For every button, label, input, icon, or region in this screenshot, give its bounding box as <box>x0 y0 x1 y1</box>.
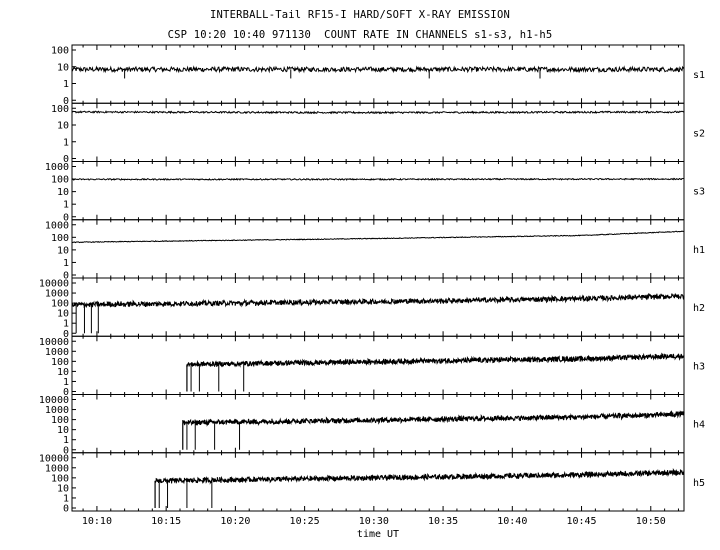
y-tick-label: 1 <box>63 319 69 330</box>
x-tick-label: 10:25 <box>290 516 320 527</box>
panel-frame <box>71 277 685 337</box>
y-tick-label: 1000 <box>45 463 69 474</box>
y-tick-label: 10 <box>57 62 69 73</box>
y-tick-label: 100 <box>51 357 69 368</box>
panel-label: h3 <box>693 361 705 372</box>
chart-title: INTERBALL-Tail RF15-I HARD/SOFT X-RAY EM… <box>210 9 510 21</box>
y-tick-label: 10 <box>57 367 69 378</box>
y-tick-label: 1 <box>63 377 69 388</box>
x-tick-label: 10:50 <box>636 516 666 527</box>
x-tick-label: 10:40 <box>497 516 527 527</box>
x-tick-label: 10:10 <box>82 516 112 527</box>
panel-frame <box>71 335 685 395</box>
panel-label: s1 <box>693 70 705 81</box>
panel-label: h1 <box>693 245 705 256</box>
y-tick-label: 0 <box>63 154 69 165</box>
series-h4 <box>182 410 685 427</box>
y-tick-label: 1 <box>63 435 69 446</box>
y-tick-label: 1000 <box>45 162 69 173</box>
series-h1 <box>71 230 685 244</box>
series-s2 <box>71 110 685 115</box>
y-tick-label: 10000 <box>39 337 69 348</box>
y-tick-label: 10 <box>57 483 69 494</box>
y-tick-label: 10000 <box>39 395 69 406</box>
series-h5 <box>154 467 685 485</box>
series-s1 <box>71 65 685 74</box>
y-tick-label: 0 <box>63 271 69 282</box>
panel-label: h5 <box>693 478 705 489</box>
panel-frame <box>71 394 685 454</box>
y-tick-label: 1000 <box>45 405 69 416</box>
y-tick-label: 10 <box>57 425 69 436</box>
x-axis-label: time UT <box>357 529 399 540</box>
y-tick-label: 1 <box>63 493 69 504</box>
series-s3 <box>71 177 685 181</box>
y-tick-label: 10 <box>57 309 69 320</box>
series-h2 <box>71 292 685 309</box>
x-tick-label: 10:30 <box>359 516 389 527</box>
y-tick-label: 1000 <box>45 289 69 300</box>
y-tick-label: 0 <box>63 504 69 515</box>
y-tick-label: 0 <box>63 212 69 223</box>
y-tick-label: 1 <box>63 137 69 148</box>
y-tick-label: 1 <box>63 258 69 269</box>
y-tick-label: 100 <box>51 233 69 244</box>
y-tick-label: 10 <box>57 121 69 132</box>
y-tick-label: 0 <box>63 387 69 398</box>
y-tick-label: 10 <box>57 187 69 198</box>
panel-label: h2 <box>693 303 705 314</box>
x-tick-label: 10:45 <box>566 516 596 527</box>
y-tick-label: 0 <box>63 96 69 107</box>
panel-frame <box>71 219 685 279</box>
x-tick-label: 10:15 <box>151 516 181 527</box>
series-h3 <box>186 352 685 368</box>
chart-subtitle: CSP 10:20 10:40 971130 COUNT RATE IN CHA… <box>167 29 553 41</box>
y-tick-label: 0 <box>63 329 69 340</box>
y-tick-label: 100 <box>51 415 69 426</box>
x-tick-label: 10:20 <box>220 516 250 527</box>
panel-label: s2 <box>693 128 705 139</box>
y-tick-label: 100 <box>51 299 69 310</box>
y-tick-label: 100 <box>51 473 69 484</box>
y-tick-label: 1 <box>63 79 69 90</box>
y-tick-label: 100 <box>51 104 69 115</box>
panel-label: h4 <box>693 420 705 431</box>
y-tick-label: 10 <box>57 245 69 256</box>
y-tick-label: 100 <box>51 175 69 186</box>
panel-frame <box>71 452 685 512</box>
y-tick-label: 1000 <box>45 347 69 358</box>
y-tick-label: 1000 <box>45 220 69 231</box>
panel-frame <box>71 161 685 221</box>
y-tick-label: 10000 <box>39 279 69 290</box>
y-tick-label: 1 <box>63 200 69 211</box>
panel-label: s3 <box>693 187 705 198</box>
panel-frame <box>71 44 685 104</box>
y-tick-label: 0 <box>63 445 69 456</box>
x-tick-label: 10:35 <box>428 516 458 527</box>
y-tick-label: 10000 <box>39 453 69 464</box>
y-tick-label: 100 <box>51 46 69 57</box>
